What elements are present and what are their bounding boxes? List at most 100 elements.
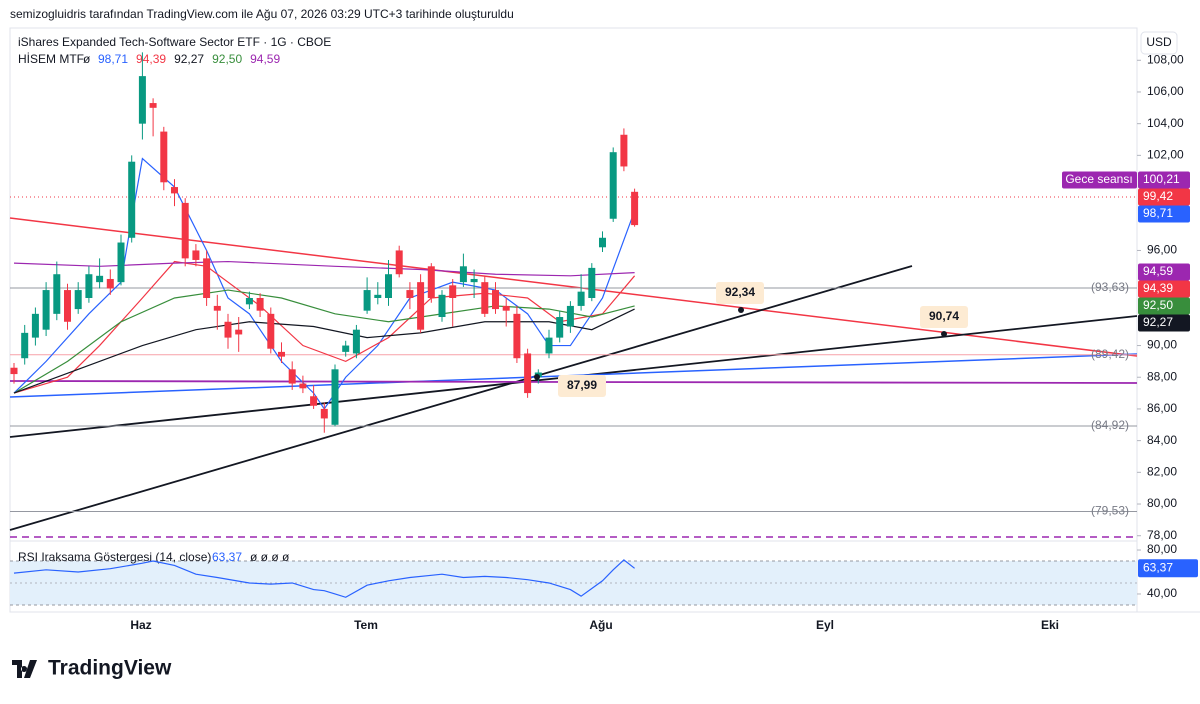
candle-body [352, 329, 360, 354]
level-label: (84,92) [1091, 418, 1129, 432]
candle-body [96, 275, 104, 283]
price-badge [1138, 280, 1190, 298]
currency[interactable]: USD [1146, 35, 1172, 49]
ma-line [13, 308, 635, 394]
candle-body [160, 131, 168, 183]
candle-body [406, 290, 414, 298]
rsi-tick-label: 40,00 [1147, 586, 1177, 600]
indicator-name: HİSEM MTF [18, 52, 84, 66]
candle-body [299, 383, 307, 389]
candle-body [566, 305, 574, 327]
candle-body [245, 297, 253, 305]
candle-body [235, 329, 243, 335]
candle-body [609, 152, 617, 219]
candle-body [149, 103, 157, 108]
price-badge-label: 94,59 [1143, 264, 1173, 278]
candle-body [342, 345, 350, 352]
candle-body [267, 313, 275, 349]
candle-body [128, 161, 136, 238]
candle-body [513, 313, 521, 359]
annotation-label: 92,34 [725, 285, 755, 299]
rsi-title: RSI Iraksama Göstergesi (14, close) [18, 550, 211, 564]
annotation-box [716, 282, 764, 304]
candle-body [310, 396, 318, 406]
x-tick-label: Eki [1041, 618, 1059, 632]
candle-body [588, 267, 596, 298]
candle-body [288, 369, 296, 384]
y-tick-label: 104,00 [1147, 116, 1184, 130]
annotation-point [534, 374, 540, 380]
candle-body [256, 297, 264, 311]
annotation-box [558, 375, 606, 397]
price-badge [1138, 205, 1190, 223]
indicator-value: 92,27 [174, 52, 204, 66]
annotation-label: 87,99 [567, 378, 597, 392]
rsi-badge-label: 63,37 [1143, 560, 1173, 574]
price-badge [1138, 314, 1190, 332]
candle-body [138, 76, 146, 124]
candle-body [181, 202, 189, 259]
y-tick-label: 96,00 [1147, 243, 1177, 257]
level-label: (93,63) [1091, 280, 1129, 294]
price-badge [1138, 263, 1190, 281]
candle-body [213, 305, 221, 311]
y-tick-label: 78,00 [1147, 528, 1177, 542]
price-badge-label: 99,42 [1143, 189, 1173, 203]
candle-body [106, 278, 114, 289]
candle-body [438, 294, 446, 318]
rsi-band [10, 561, 1137, 605]
y-tick-label: 84,00 [1147, 433, 1177, 447]
y-tick-label: 86,00 [1147, 401, 1177, 415]
candle-body [481, 282, 489, 314]
candle-body [417, 282, 425, 330]
candle-body [599, 237, 606, 248]
rsi-tick-label: 80,00 [1147, 542, 1177, 556]
x-tick-label: Eyl [816, 618, 834, 632]
y-tick-label: 88,00 [1147, 369, 1177, 383]
candle-body [395, 250, 403, 275]
candle-body [31, 313, 39, 338]
candle-body [64, 290, 71, 322]
rsi-value: 63,37 [212, 550, 242, 564]
level-label: (89,42) [1091, 347, 1129, 361]
candle-body [631, 191, 639, 226]
candles [10, 52, 639, 433]
candle-body [10, 367, 18, 375]
ma-line [13, 289, 635, 394]
price-badge [1138, 171, 1190, 189]
rsi-line [13, 559, 635, 598]
trend-line [9, 265, 913, 531]
logo-icon [12, 660, 37, 678]
candle-body [363, 290, 371, 311]
candle-body [331, 369, 339, 425]
logo: TradingView [12, 657, 172, 680]
indicator-value: 98,71 [98, 52, 128, 66]
y-tick-label: 108,00 [1147, 52, 1184, 66]
price-badge-label: 98,71 [1143, 206, 1173, 220]
price-badge-label: 92,50 [1143, 298, 1173, 312]
candle-body [492, 290, 499, 310]
currency-button[interactable] [1140, 31, 1178, 55]
candle-body [85, 274, 93, 298]
candle-body [117, 242, 125, 283]
candle-body [171, 187, 178, 194]
candle-body [385, 274, 392, 298]
indicator-symbol: ø [83, 52, 91, 66]
rsi-badge [1138, 559, 1198, 578]
annotation-label: 90,74 [929, 309, 959, 323]
annotation-box [920, 306, 968, 328]
candle-body [524, 353, 532, 394]
annotation-point [941, 331, 947, 337]
candle-body [278, 351, 285, 357]
indicator-value: 94,39 [136, 52, 166, 66]
candle-body [74, 290, 82, 310]
candle-body [577, 291, 585, 306]
x-tick-label: Haz [130, 618, 151, 632]
session-label: Gece seansı [1065, 172, 1132, 186]
candle-body [374, 294, 382, 298]
price-badge [1138, 297, 1190, 315]
level-label: (79,53) [1091, 504, 1129, 518]
candle-body [470, 278, 478, 283]
x-tick-label: Tem [354, 618, 378, 632]
